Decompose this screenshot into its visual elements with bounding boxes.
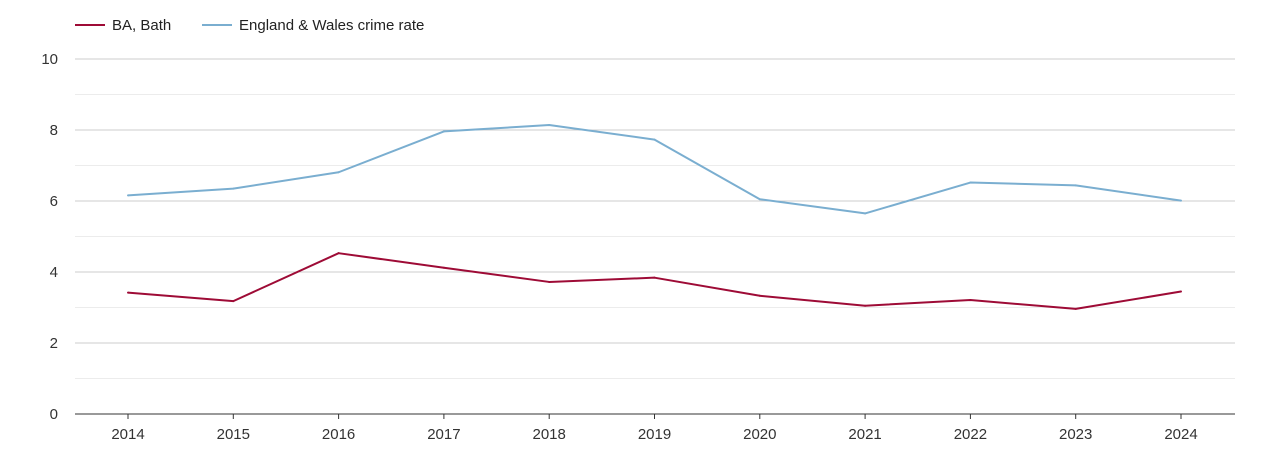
series-lines [127, 124, 1182, 310]
gridlines [75, 58, 1235, 379]
x-tick-label: 2020 [743, 426, 776, 443]
y-tick-label: 4 [50, 264, 58, 281]
data-point-england-wales-crime-rate-2020 [758, 198, 761, 201]
data-point-ba-bath-2016 [337, 252, 340, 255]
data-point-england-wales-crime-rate-2014 [127, 194, 129, 197]
series-line-england-wales-crime-rate [127, 124, 1182, 215]
y-tick-label: 2 [50, 335, 58, 352]
y-tick-label: 0 [50, 406, 58, 423]
data-point-england-wales-crime-rate-2016 [337, 171, 340, 174]
data-point-ba-bath-2021 [864, 304, 867, 307]
data-point-ba-bath-2014 [127, 291, 129, 294]
data-point-ba-bath-2017 [442, 266, 445, 269]
data-point-england-wales-crime-rate-2021 [864, 212, 867, 215]
data-point-ba-bath-2020 [758, 294, 761, 297]
x-tick-label: 2018 [533, 426, 566, 443]
data-point-ba-bath-2023 [1074, 307, 1077, 310]
x-tick-label: 2017 [427, 426, 460, 443]
x-tick-label: 2015 [217, 426, 250, 443]
data-point-england-wales-crime-rate-2023 [1074, 184, 1077, 187]
x-tick-label: 2021 [848, 426, 881, 443]
data-point-ba-bath-2015 [232, 300, 235, 303]
data-point-ba-bath-2018 [548, 280, 551, 283]
data-point-england-wales-crime-rate-2015 [232, 187, 235, 190]
x-tick-label: 2014 [111, 426, 144, 443]
data-point-england-wales-crime-rate-2017 [442, 130, 445, 133]
series-line-ba-bath [127, 252, 1182, 310]
x-axis: 2014 2015 2016 2017 2018 2019 2020 2021 2022 2023… [75, 413, 1235, 443]
y-axis-ticks: 0 2 4 6 8 10 [41, 51, 58, 423]
y-tick-label: 6 [50, 193, 58, 210]
data-point-england-wales-crime-rate-2019 [653, 138, 656, 141]
data-point-ba-bath-2019 [653, 276, 656, 279]
data-point-england-wales-crime-rate-2022 [969, 181, 972, 184]
y-tick-label: 8 [50, 122, 58, 139]
x-tick-label: 2024 [1164, 426, 1197, 443]
x-tick-label: 2019 [638, 426, 671, 443]
legend-label-england-wales: England & Wales crime rate [239, 17, 424, 34]
data-point-ba-bath-2022 [969, 299, 972, 302]
x-tick-label: 2023 [1059, 426, 1092, 443]
data-point-ba-bath-2024 [1180, 290, 1182, 293]
y-tick-label: 10 [41, 51, 58, 68]
legend: BA, Bath England & Wales crime rate [75, 17, 424, 34]
x-tick-label: 2022 [954, 426, 987, 443]
data-point-england-wales-crime-rate-2024 [1180, 199, 1182, 202]
legend-label-ba-bath: BA, Bath [112, 17, 171, 34]
data-point-england-wales-crime-rate-2018 [548, 124, 551, 127]
x-tick-label: 2016 [322, 426, 355, 443]
